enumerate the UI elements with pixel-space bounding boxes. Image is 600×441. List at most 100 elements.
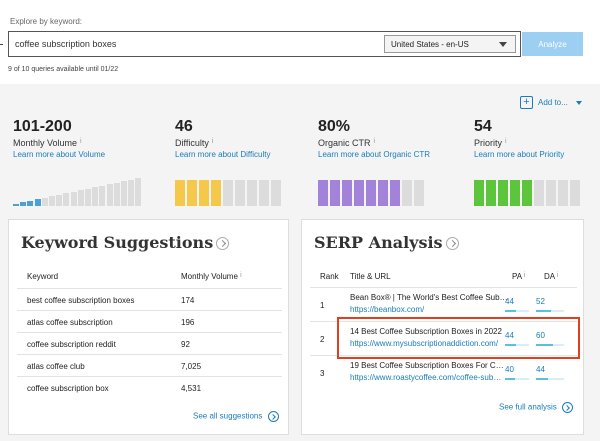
meter-segment — [70, 192, 77, 206]
table-row[interactable]: coffee subscription reddit 92 — [17, 332, 282, 354]
table-row[interactable]: best coffee subscription boxes 174 — [17, 288, 282, 310]
text-cursor — [0, 44, 3, 45]
serp-row[interactable]: 1 Bean Box® | The World's Best Coffee Su… — [310, 287, 577, 321]
meter-segment — [247, 180, 257, 206]
meter-segment — [135, 178, 142, 206]
meter-segment — [175, 180, 185, 206]
difficulty-meter — [175, 176, 283, 206]
keyword-cell: atlas coffee club — [27, 362, 85, 371]
explore-label: Explore by keyword: — [10, 17, 83, 26]
chevron-right-icon[interactable] — [216, 237, 230, 250]
meter-segment — [558, 180, 568, 206]
volume-cell: 92 — [181, 340, 190, 349]
meter-segment — [41, 198, 48, 206]
meter-segment — [223, 180, 233, 206]
meter-segment — [366, 180, 376, 206]
volume-meter — [13, 176, 143, 206]
pa-meter — [505, 310, 529, 312]
meter-segment — [414, 180, 424, 206]
queries-remaining: 9 of 10 queries available until 01/22 — [8, 66, 119, 73]
meter-segment — [259, 180, 269, 206]
keyword-cell: atlas coffee subscription — [27, 318, 113, 327]
meter-segment — [318, 180, 328, 206]
meter-segment — [34, 199, 41, 206]
meter-segment — [570, 180, 580, 206]
meter-segment — [13, 204, 19, 206]
info-icon[interactable]: i — [556, 272, 559, 279]
explore-panel: Explore by keyword: coffee subscription … — [0, 0, 600, 84]
serp-row[interactable]: 3 19 Best Coffee Subscription Boxes For … — [310, 355, 577, 389]
volume-cell: 7,025 — [181, 362, 202, 371]
da-meter — [536, 378, 564, 380]
da-value: 52 — [536, 297, 545, 306]
rank-cell: 3 — [320, 369, 325, 378]
info-icon[interactable]: i — [211, 138, 214, 145]
keyword-search-input[interactable]: coffee subscription boxes United States … — [8, 31, 521, 57]
pa-value: 44 — [505, 331, 514, 340]
meter-segment — [92, 187, 99, 206]
volume-cell: 174 — [181, 296, 195, 305]
serp-title: 19 Best Coffee Subscription Boxes For Co… — [350, 361, 508, 370]
col-rank: Rank — [320, 272, 339, 281]
table-row[interactable]: coffee subscription box 4,531 — [17, 376, 282, 398]
chevron-right-icon — [562, 402, 574, 413]
meter-segment — [211, 180, 221, 206]
learn-ctr-link[interactable]: Learn more about Organic CTR — [318, 150, 431, 159]
chevron-right-icon[interactable] — [445, 237, 459, 250]
see-full-analysis-link[interactable]: See full analysis — [499, 402, 574, 413]
info-icon[interactable]: i — [505, 138, 507, 145]
metric-difficulty-label: Difficulty i — [175, 138, 214, 148]
meter-segment — [235, 180, 245, 206]
table-row[interactable]: atlas coffee club 7,025 — [17, 354, 282, 376]
meter-segment — [85, 189, 91, 206]
info-icon[interactable]: i — [373, 138, 376, 145]
highlight-box — [337, 317, 580, 359]
metric-volume-label: Monthly Volume i — [13, 138, 82, 148]
serp-row[interactable]: 2 14 Best Coffee Subscription Boxes in 2… — [310, 321, 577, 355]
info-icon[interactable]: i — [523, 272, 526, 279]
keyword-cell: coffee subscription box — [27, 384, 109, 393]
serp-title: Bean Box® | The World's Best Coffee Subs… — [350, 293, 508, 302]
learn-volume-link[interactable]: Learn more about Volume — [13, 150, 106, 159]
learn-priority-link[interactable]: Learn more about Priority — [474, 150, 565, 159]
learn-difficulty-link[interactable]: Learn more about Difficulty — [175, 150, 271, 159]
see-all-suggestions-link[interactable]: See all suggestions — [193, 411, 279, 422]
keyword-suggestions-title: Keyword Suggestions — [21, 233, 230, 252]
meter-segment — [63, 193, 70, 206]
meter-segment — [498, 180, 508, 206]
keyword-search-value[interactable]: coffee subscription boxes — [15, 39, 117, 49]
pa-meter — [505, 378, 529, 380]
info-icon[interactable]: i — [80, 138, 82, 145]
metric-priority: 54 Priority i Learn more about Priority — [474, 118, 600, 159]
col-da: DA i — [544, 272, 559, 281]
priority-meter — [474, 176, 582, 206]
serp-url-link[interactable]: https://www.roastycoffee.com/coffee-subs… — [350, 373, 502, 382]
serp-url-link[interactable]: https://beanbox.com/ — [350, 305, 425, 314]
pa-value: 40 — [505, 365, 514, 374]
locale-select[interactable]: United States - en-US — [384, 35, 516, 53]
keyword-cell: coffee subscription reddit — [27, 340, 116, 349]
table-row[interactable]: atlas coffee subscription 196 — [17, 310, 282, 332]
info-icon[interactable]: i — [240, 272, 242, 279]
meter-segment — [342, 180, 352, 206]
metric-priority-value: 54 — [474, 118, 492, 135]
metric-ctr-label: Organic CTR i — [318, 138, 376, 148]
col-title-url: Title & URL — [350, 272, 391, 281]
meter-segment — [99, 186, 106, 206]
meter-segment — [187, 180, 197, 206]
analyze-button[interactable]: Analyze — [522, 32, 583, 56]
meter-segment — [534, 180, 544, 206]
da-value: 60 — [536, 331, 545, 340]
pa-meter — [505, 344, 529, 346]
ctr-meter — [318, 176, 426, 206]
da-meter — [536, 310, 564, 312]
meter-segment — [522, 180, 532, 206]
metric-ctr: 80% Organic CTR i Learn more about Organi… — [318, 118, 458, 159]
meter-segment — [106, 184, 113, 206]
meter-segment — [510, 180, 520, 206]
meter-segment — [121, 181, 127, 206]
keyword-suggestions-card: Keyword Suggestions Keyword Monthly Volu… — [8, 219, 289, 435]
col-monthly-volume: Monthly Volume i — [181, 272, 242, 281]
meter-segment — [20, 202, 27, 206]
rank-cell: 1 — [320, 301, 325, 310]
